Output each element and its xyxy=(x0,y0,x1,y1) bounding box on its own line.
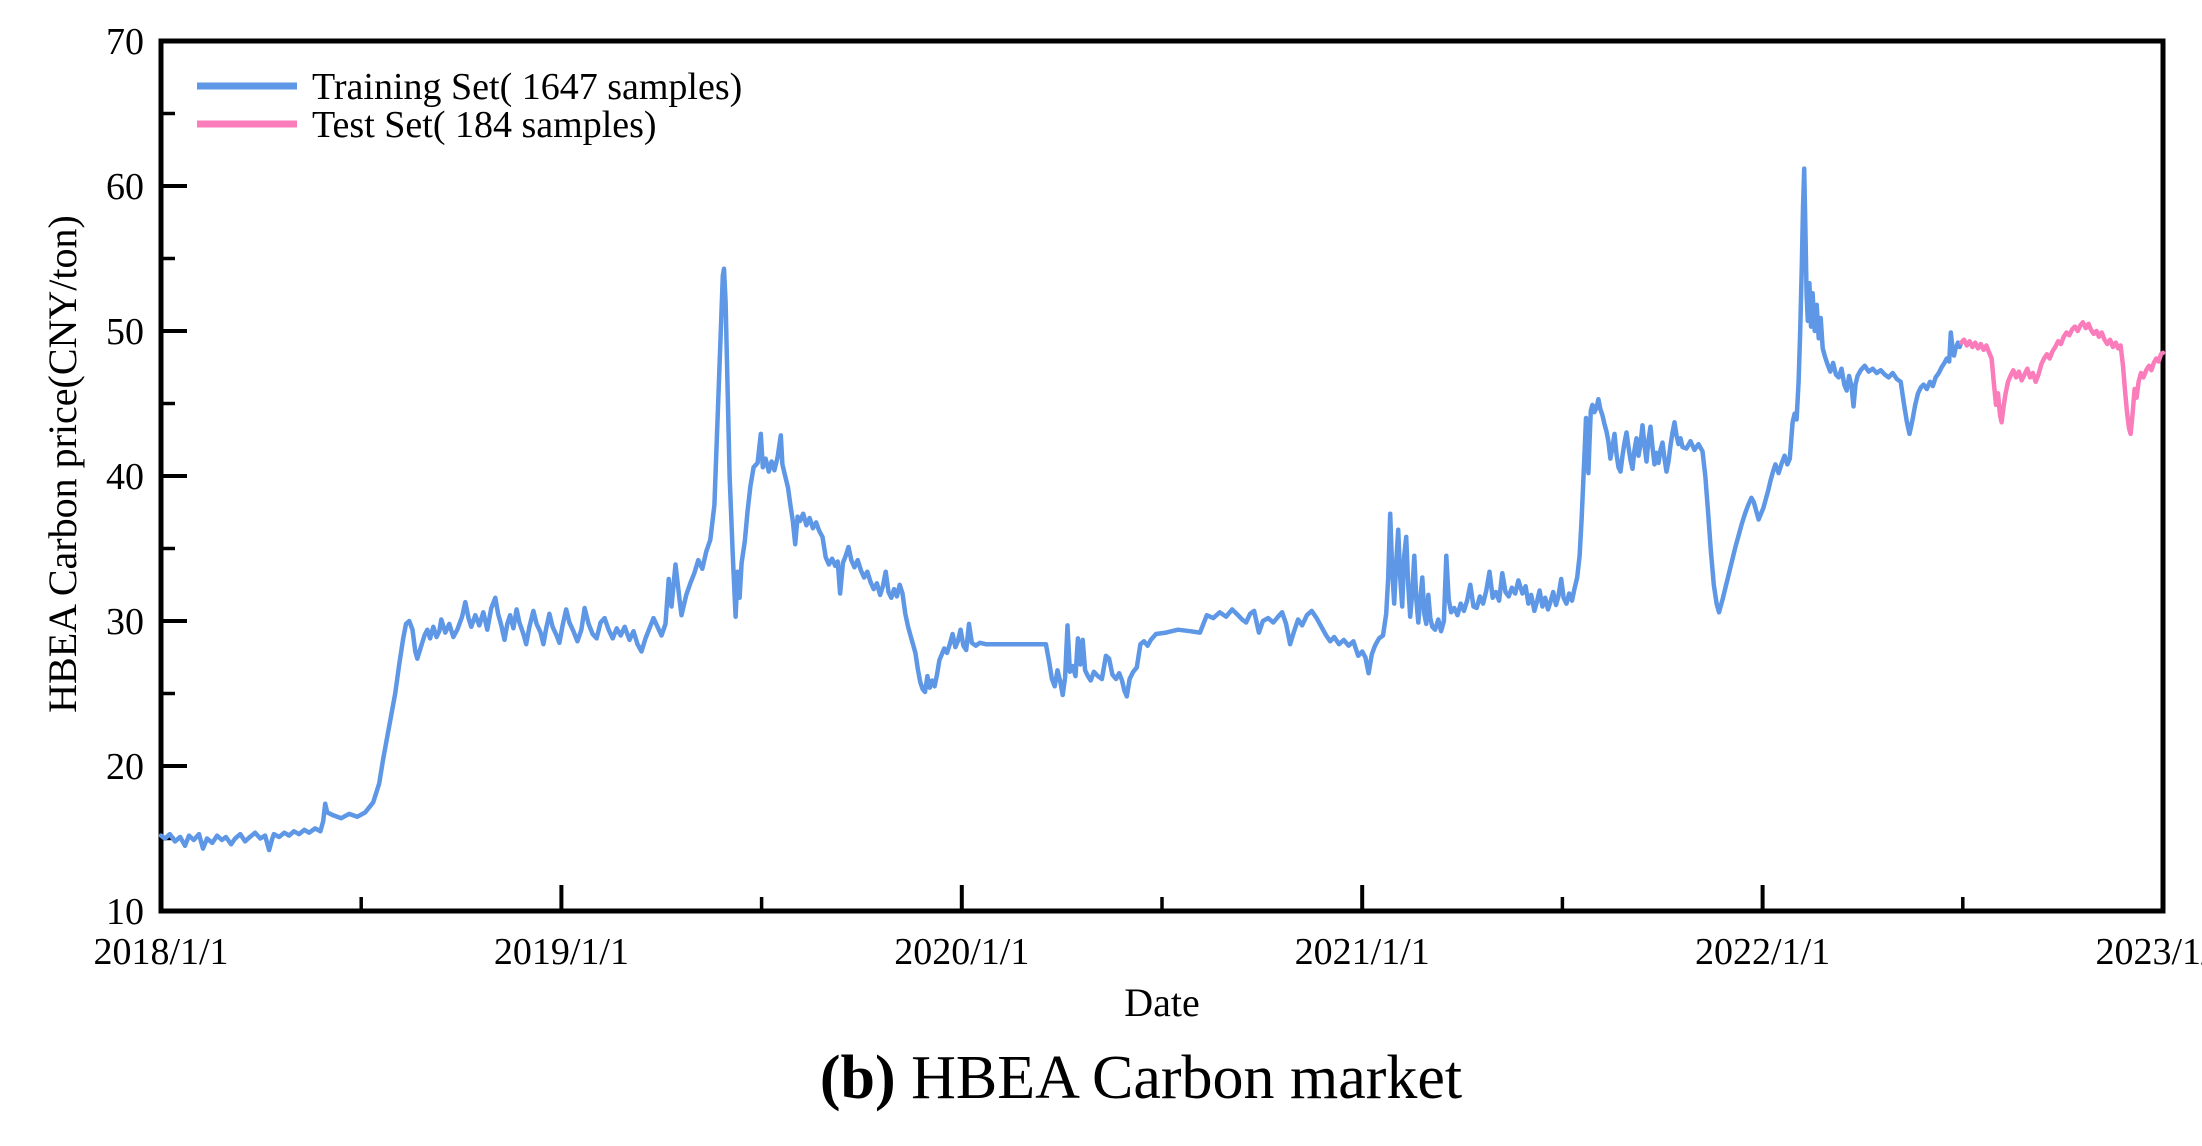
y-tick-label: 60 xyxy=(106,166,144,208)
plot-area xyxy=(158,38,2166,914)
y-tick-label: 50 xyxy=(106,311,144,353)
chart-svg: 2018/1/1 2019/1/1 2020/1/1 2021/1/1 2022/1/1… xyxy=(40,21,2202,1112)
y-tick-label: 10 xyxy=(106,891,144,933)
legend-label-test: Test Set( 184 samples) xyxy=(312,104,657,146)
data-series xyxy=(158,166,2166,853)
legend: Training Set( 1647 samples)Test Set( 184… xyxy=(197,66,742,146)
x-tick-label: 2023/1/1 xyxy=(2095,931,2202,973)
caption: (b) HBEA Carbon market xyxy=(820,1044,1462,1112)
y-tick-label: 40 xyxy=(106,456,144,498)
legend-label-training: Training Set( 1647 samples) xyxy=(312,66,742,108)
x-tick-label: 2022/1/1 xyxy=(1695,931,1830,973)
figure-caption: (b) HBEA Carbon market xyxy=(820,1044,1462,1112)
axis-ticks xyxy=(159,39,2165,913)
x-tick-label: 2018/1/1 xyxy=(93,931,228,973)
y-tick-label: 30 xyxy=(106,601,144,643)
test-line xyxy=(1958,320,2166,437)
axis-labels: 2018/1/1 2019/1/1 2020/1/1 2021/1/1 2022/1/1… xyxy=(40,21,2202,1025)
plot-frame xyxy=(158,38,2166,914)
x-tick-label: 2019/1/1 xyxy=(494,931,629,973)
figure-hbea-carbon-market: 2018/1/1 2019/1/1 2020/1/1 2021/1/1 2022/1/1… xyxy=(40,16,2202,1130)
x-axis-title: Date xyxy=(1124,980,1200,1025)
training-line xyxy=(158,166,1964,853)
y-axis-title: HBEA Carbon price(CNY/ton) xyxy=(40,215,85,713)
y-tick-label: 70 xyxy=(106,21,144,63)
x-tick-label: 2020/1/1 xyxy=(894,931,1029,973)
y-tick-label: 20 xyxy=(106,746,144,788)
x-tick-label: 2021/1/1 xyxy=(1295,931,1430,973)
